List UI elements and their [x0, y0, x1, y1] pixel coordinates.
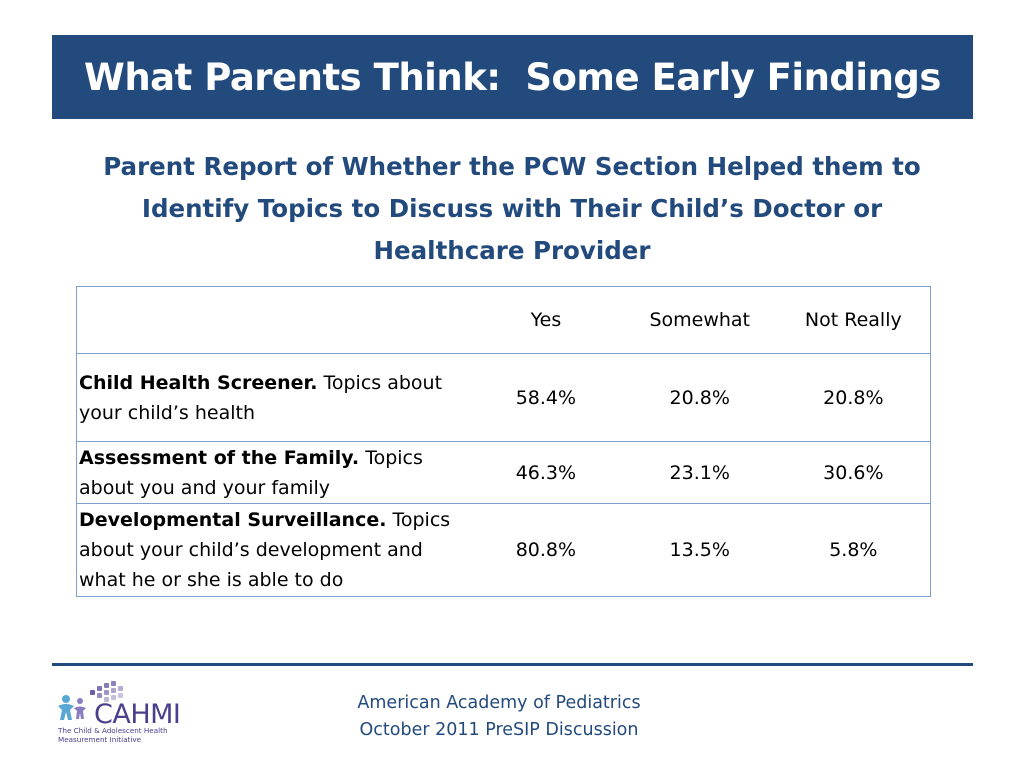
header-somewhat: Somewhat — [649, 309, 751, 331]
row-label-text: Topics about your child’s health — [79, 371, 443, 424]
header-empty-cell — [77, 287, 470, 354]
footer-divider — [52, 663, 973, 666]
findings-table: Yes Somewhat Not Really Child Health Scr… — [76, 286, 931, 597]
subtitle-line-2: Identify Topics to Discuss with Their Ch… — [141, 194, 883, 223]
cell-not-really: 20.8% — [776, 353, 931, 442]
table-header-row: Yes Somewhat Not Really — [77, 287, 931, 354]
logo-caption-line-1: The Child & Adolescent Health — [58, 726, 168, 735]
cell-not-really: 5.8% — [776, 503, 931, 597]
footer-line-2: October 2011 PreSIP Discussion — [359, 720, 639, 740]
footer-line-1: American Academy of Pediatrics — [357, 693, 641, 713]
header-yes: Yes — [530, 309, 562, 331]
logo-caption: The Child & Adolescent Health Measuremen… — [58, 726, 198, 744]
subtitle-line-1: Parent Report of Whether the PCW Section… — [103, 152, 921, 181]
row-label: Child Health Screener. Topics about your… — [76, 353, 469, 442]
row-label-text: Topics about you and your family — [79, 446, 423, 499]
title-bar: What Parents Think: Some Early Findings — [52, 35, 973, 119]
cell-somewhat: 13.5% — [622, 503, 777, 597]
row-label-bold: Developmental Surveillance. — [79, 509, 387, 531]
cell-yes: 80.8% — [469, 503, 623, 597]
logo-wordmark: CAHMI — [94, 699, 181, 730]
cell-not-really: 30.6% — [776, 441, 931, 504]
row-label: Assessment of the Family. Topics about y… — [76, 441, 469, 504]
row-label-bold: Child Health Screener. — [79, 371, 318, 394]
cell-somewhat: 20.8% — [622, 353, 777, 442]
subtitle-line-3: Healthcare Provider — [373, 236, 651, 265]
table-row: Child Health Screener. Topics about your… — [76, 353, 931, 442]
cell-yes: 46.3% — [469, 441, 623, 504]
cahmi-logo-icon — [58, 681, 123, 720]
footer-text: American Academy of Pediatrics October 2… — [330, 690, 668, 744]
table-row: Assessment of the Family. Topics about y… — [76, 441, 931, 504]
slide-title: What Parents Think: Some Early Findings — [84, 55, 941, 99]
row-label-bold: Assessment of the Family. — [79, 446, 360, 469]
logo-caption-line-2: Measurement Initiative — [58, 734, 142, 744]
cell-somewhat: 23.1% — [622, 441, 777, 504]
header-not-really: Not Really — [804, 309, 902, 331]
cahmi-logo — [52, 676, 202, 746]
cell-yes: 58.4% — [469, 353, 623, 442]
row-label: Developmental Surveillance. Topics about… — [76, 503, 469, 597]
row-label-text: Topics about your child’s development an… — [79, 509, 451, 591]
table-row: Developmental Surveillance. Topics about… — [76, 503, 931, 597]
slide-subtitle: Parent Report of Whether the PCW Section… — [60, 146, 964, 272]
